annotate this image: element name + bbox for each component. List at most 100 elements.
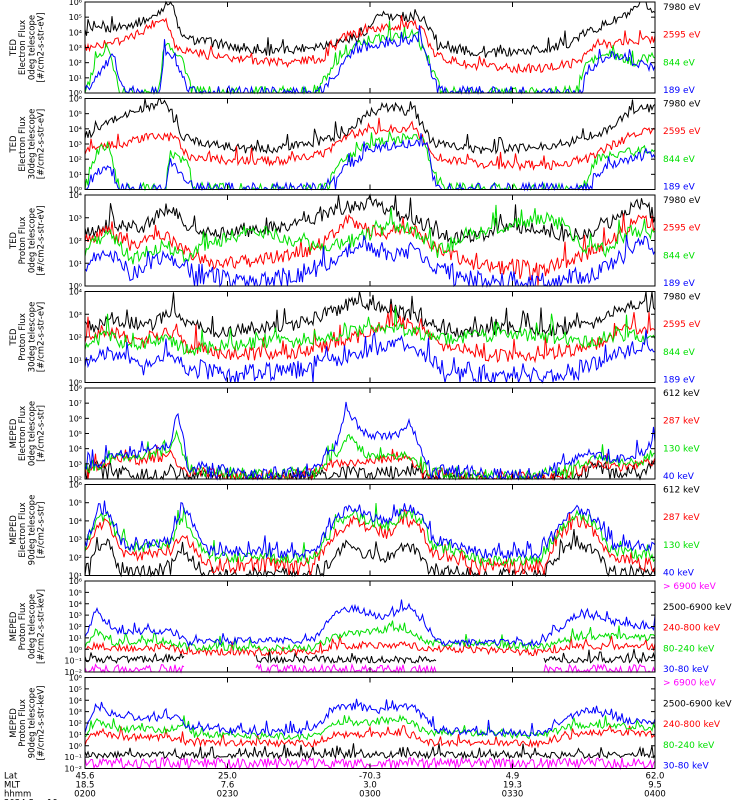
x-tick-label: 0300 <box>359 790 381 800</box>
legend-entry: 2595 eV <box>663 127 701 137</box>
y-tick-label: 10⁵ <box>69 588 82 597</box>
panel-frame <box>84 484 656 576</box>
series-line-4-2 <box>84 304 656 364</box>
y-tick-label: 10⁴ <box>69 191 82 200</box>
series-line-1-4 <box>84 25 656 95</box>
y-axis-label: MEPEDProton Flux0deg telescope[#/cm2-s-s… <box>9 589 47 664</box>
legend-entry: 189 eV <box>663 376 696 386</box>
y-tick-label: 10⁵ <box>69 499 82 508</box>
x-row-label: MLT <box>4 781 21 791</box>
x-tick-label: 0400 <box>644 790 666 800</box>
y-axis-label: TEDProton Flux0deg telescope[#/cm2-s-str… <box>9 205 47 275</box>
x-tick-label: -70.3 <box>359 772 381 782</box>
series-line-2-3 <box>84 131 656 192</box>
series-line-3-2 <box>84 213 656 286</box>
legend-entry: 30-80 keV <box>663 665 709 675</box>
legend-entry: 2595 eV <box>663 31 701 41</box>
x-tick-label: 3.0 <box>363 781 377 791</box>
y-tick-label: 10¹ <box>69 730 82 739</box>
y-tick-label: 10² <box>69 719 82 728</box>
legend-entry: 80-240 keV <box>663 741 715 751</box>
x-row-label: Lat <box>4 772 18 782</box>
series-line-7-2 <box>84 648 656 665</box>
y-tick-label: 10⁵ <box>69 685 82 694</box>
x-tick-label: 4.9 <box>506 772 520 782</box>
y-tick-label: 10¹ <box>69 634 82 643</box>
y-tick-label: 10³ <box>69 611 82 620</box>
series-line-4-4 <box>84 329 656 384</box>
y-axis-label: MEPEDElectron Flux0deg telescope[#/cm2-s… <box>9 401 47 466</box>
legend-entry: 612 keV <box>663 486 700 496</box>
panel-8: 10⁻² 10⁻¹ 10⁰ 10¹ 10² 10³ 10⁴ 10⁵ 10⁶ MEPEDProton… <box>9 674 732 774</box>
legend-entry: 2595 eV <box>663 320 701 330</box>
legend-entry: 40 keV <box>663 569 695 579</box>
y-tick-label: 10² <box>69 237 82 246</box>
series-line-6-1 <box>84 529 656 578</box>
legend-entry: 130 keV <box>663 444 700 454</box>
y-tick-label: 10⁻² <box>64 765 82 774</box>
y-tick-label: 10⁰ <box>69 742 82 751</box>
y-tick-label: 10⁻² <box>64 668 82 677</box>
y-tick-label: 10⁰ <box>69 379 82 388</box>
y-tick-label: 10² <box>69 553 82 562</box>
chart-panels: 10⁰ 10¹ 10² 10³ 10⁴ 10⁵ 10⁶ TEDElectron Flux0de… <box>9 0 732 774</box>
y-tick-label: 10⁰ <box>69 282 82 291</box>
series-line-2-4 <box>84 133 656 192</box>
y-tick-label: 10¹ <box>69 572 82 581</box>
series-line-6-3 <box>84 503 656 568</box>
y-tick-label: 10³ <box>69 535 82 544</box>
legend-entry: 844 eV <box>663 348 696 358</box>
y-tick-label: 10⁵ <box>69 13 82 22</box>
date-label: 2024 Sep 19 <box>4 799 58 800</box>
y-tick-label: 10⁻¹ <box>64 657 82 666</box>
legend-entry: 240-800 keV <box>663 720 721 730</box>
y-tick-label: 10³ <box>69 708 82 717</box>
y-tick-label: 10⁴ <box>69 28 82 37</box>
legend-entry: 7980 eV <box>663 100 701 110</box>
y-axis-label: TEDElectron Flux0deg telescope[#/cm2-s-s… <box>9 12 47 82</box>
series-line-3-4 <box>84 234 656 288</box>
y-tick-label: 10² <box>69 155 82 164</box>
x-tick-label: 0200 <box>74 790 96 800</box>
x-tick-label: 19.3 <box>503 781 522 791</box>
legend-entry: > 6900 keV <box>663 679 717 689</box>
panel-frame <box>84 677 656 769</box>
y-tick-label: 10³ <box>69 140 82 149</box>
series-line-8-2 <box>84 743 656 761</box>
series-line-7-5 <box>84 599 656 648</box>
series-line-5-4 <box>84 401 656 481</box>
y-axis-label: MEPEDElectron Flux90deg telescope[#/cm2-… <box>9 495 47 566</box>
series-line-2-2 <box>84 117 656 172</box>
series-line-3-3 <box>84 204 656 265</box>
legend-entry: 844 eV <box>663 58 696 68</box>
panel-4: 10⁰ 10¹ 10² 10³ 10⁴ TEDProton Flux30deg teles… <box>9 288 701 388</box>
series-line-6-2 <box>84 509 656 576</box>
series-line-6-4 <box>84 500 656 560</box>
y-tick-label: 10⁶ <box>69 0 82 7</box>
legend-entry: 287 keV <box>663 417 700 427</box>
legend-entry: 7980 eV <box>663 3 701 13</box>
x-tick-label: 7.6 <box>221 781 235 791</box>
y-tick-label: 10⁵ <box>69 430 82 439</box>
panel-5: 10² 10³ 10⁴ 10⁵ 10⁶ 10⁷ 10⁸ MEPEDElectron Flux0… <box>9 384 700 484</box>
x-tick-label: 25.0 <box>218 772 237 782</box>
y-tick-label: 10¹ <box>69 170 82 179</box>
y-tick-label: 10⁴ <box>69 288 82 297</box>
y-tick-label: 10³ <box>69 310 82 319</box>
y-tick-label: 10⁰ <box>69 89 82 98</box>
y-tick-label: 10⁻¹ <box>64 753 82 762</box>
y-axis-label: TEDProton Flux30deg telescope[#/cm2-s-st… <box>9 302 47 373</box>
panel-1: 10⁰ 10¹ 10² 10³ 10⁴ 10⁵ 10⁶ TEDElectron Flux0de… <box>9 0 701 98</box>
series-line-2-1 <box>84 97 656 155</box>
panel-2: 10⁰ 10¹ 10² 10³ 10⁴ 10⁵ 10⁶ TEDElectron Flux30d… <box>9 95 701 195</box>
x-tick-label: 18.5 <box>76 781 95 791</box>
legend-entry: 7980 eV <box>663 293 701 303</box>
y-tick-label: 10⁰ <box>69 645 82 654</box>
y-axis-label: TEDElectron Flux30deg telescope[#/cm2-s-… <box>9 109 47 180</box>
legend-entry: 189 eV <box>663 279 696 289</box>
y-tick-label: 10⁶ <box>69 414 82 423</box>
series-line-7-4 <box>84 620 656 653</box>
y-tick-label: 10³ <box>69 44 82 53</box>
